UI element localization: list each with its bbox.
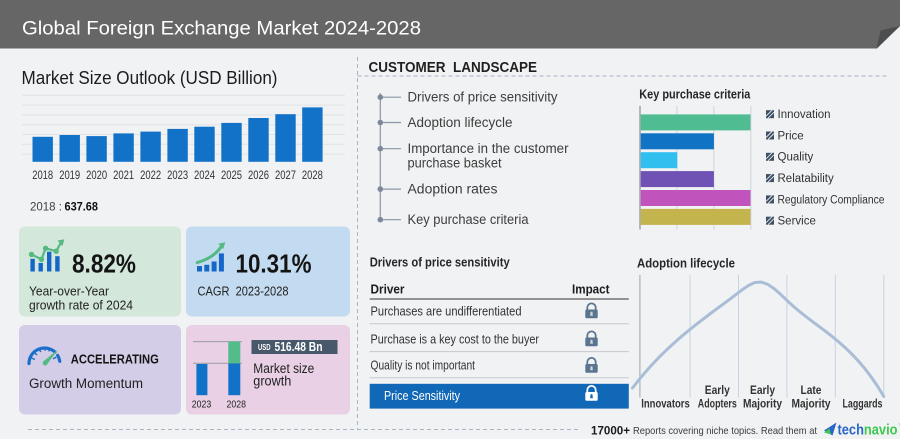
svg-text:Reports covering niche topics.: Reports covering niche topics. Read them… [633,425,817,437]
svg-text:2027: 2027 [275,168,296,182]
svg-text:Driver: Driver [371,283,405,297]
svg-text:Price: Price [778,130,804,142]
svg-text:Laggards: Laggards [843,397,883,411]
svg-text:2028: 2028 [227,399,247,411]
svg-text:Market Size Outlook (USD Billi: Market Size Outlook (USD Billion) [22,68,278,88]
svg-text:Regulatory Compliance: Regulatory Compliance [778,194,885,206]
svg-text:10.31%: 10.31% [236,249,312,279]
svg-text:Price Sensitivity: Price Sensitivity [384,389,461,403]
svg-text:Service: Service [778,216,816,228]
svg-text:8.82%: 8.82% [72,249,136,279]
svg-text:Global Foreign Exchange Market: Global Foreign Exchange Market 2024-2028 [22,18,421,40]
svg-text:Market size: Market size [253,361,314,376]
svg-text:Importance in the customer: Importance in the customer [408,141,569,156]
svg-text:17000+: 17000+ [591,423,630,437]
svg-text:Quality: Quality [778,152,814,164]
svg-text:Adoption lifecycle: Adoption lifecycle [637,255,735,270]
svg-text:technavio: technavio [838,423,898,439]
svg-text:Adoption lifecycle: Adoption lifecycle [408,115,513,130]
svg-text:2025: 2025 [221,168,242,182]
svg-text:Drivers of price sensitivity: Drivers of price sensitivity [408,90,558,105]
svg-text:purchase basket: purchase basket [408,156,502,171]
svg-text:USD: USD [258,342,271,352]
svg-text:CUSTOMER LANDSCAPE: CUSTOMER LANDSCAPE [369,60,538,76]
svg-text:Innovators: Innovators [641,397,690,411]
svg-text:Purchase is a key cost to the: Purchase is a key cost to the buyer [371,332,540,346]
svg-text:637.68: 637.68 [65,202,99,214]
svg-text:2022: 2022 [140,168,161,182]
svg-text:Purchases are undifferentiated: Purchases are undifferentiated [371,305,522,319]
svg-text:Key purchase criteria: Key purchase criteria [408,212,529,227]
svg-text:Year-over-Year: Year-over-Year [29,284,110,299]
svg-text:2028: 2028 [302,168,323,182]
svg-text:2023: 2023 [192,399,212,411]
svg-text:2021: 2021 [113,168,134,182]
svg-text:growth rate of 2024: growth rate of 2024 [29,298,133,313]
svg-text:2018 :: 2018 : [30,202,62,214]
svg-text:516.48 Bn: 516.48 Bn [275,340,323,354]
svg-text:Innovation: Innovation [778,109,831,121]
svg-text:Early: Early [705,383,730,397]
svg-text:Drivers of price sensitivity: Drivers of price sensitivity [370,256,510,270]
svg-text:2024: 2024 [194,168,215,182]
svg-text:Growth Momentum: Growth Momentum [29,376,143,391]
svg-text:2020: 2020 [86,168,107,182]
svg-text:Quality is not important: Quality is not important [371,359,476,373]
svg-text:growth: growth [253,373,291,388]
svg-text:Majority: Majority [743,397,782,411]
svg-text:CAGR 2023-2028: CAGR 2023-2028 [198,284,289,299]
svg-text:Relatability: Relatability [778,173,834,185]
svg-text:™: ™ [898,423,900,429]
svg-text:2026: 2026 [248,168,269,182]
svg-text:Adoption rates: Adoption rates [408,182,498,197]
svg-text:Key purchase criteria: Key purchase criteria [639,87,751,102]
svg-text:Impact: Impact [572,283,610,297]
svg-text:Late: Late [801,383,822,397]
svg-text:Adopters: Adopters [698,397,737,411]
svg-text:Early: Early [750,383,775,397]
svg-text:2019: 2019 [59,168,80,182]
svg-text:Majority: Majority [792,397,831,411]
svg-text:ACCELERATING: ACCELERATING [71,352,159,367]
svg-text:2018: 2018 [32,168,53,182]
svg-text:2023: 2023 [167,168,188,182]
